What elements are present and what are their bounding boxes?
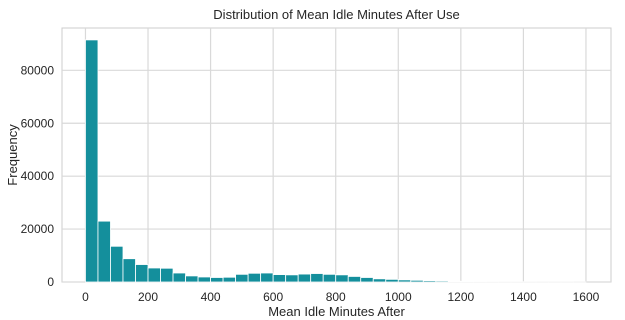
histogram-bar	[135, 264, 149, 283]
histogram-bar	[85, 39, 99, 283]
chart-title: Distribution of Mean Idle Minutes After …	[213, 7, 459, 22]
x-tick-label: 400	[201, 290, 221, 304]
x-tick-label: 1600	[573, 290, 600, 304]
histogram-bar	[247, 272, 262, 283]
x-tick-label: 1400	[510, 290, 537, 304]
histogram-bar	[310, 273, 324, 283]
x-tick-labels: 0 200 400 600 800 1000 1200 1400 1600	[82, 290, 600, 304]
y-tick-label: 20000	[21, 222, 55, 236]
histogram-bar	[347, 276, 362, 283]
histogram-bar	[122, 258, 136, 283]
histogram-bar	[422, 280, 437, 283]
plot-area	[61, 27, 612, 283]
y-axis-label: Frequency	[5, 124, 20, 186]
histogram-bar	[147, 267, 161, 283]
histogram-bar	[222, 276, 237, 283]
histogram-bar	[110, 245, 124, 283]
x-tick-label: 200	[138, 290, 158, 304]
histogram-bar	[272, 274, 287, 283]
histogram-bar	[210, 277, 224, 283]
x-tick-label: 1000	[385, 290, 412, 304]
histogram-bar	[410, 279, 424, 283]
histogram-bar	[260, 272, 274, 283]
histogram-bar	[172, 272, 186, 283]
y-tick-label: 80000	[21, 63, 55, 77]
histogram-bar	[460, 281, 474, 283]
histogram-bar	[447, 280, 462, 283]
histogram-bar	[360, 277, 374, 283]
histogram-bar	[372, 278, 387, 283]
histogram-bar	[197, 276, 211, 283]
x-axis-label: Mean Idle Minutes After	[268, 304, 405, 319]
histogram-bar	[285, 274, 299, 283]
histogram-bar	[322, 273, 337, 283]
histogram-bar	[97, 220, 111, 283]
x-tick-label: 0	[82, 290, 89, 304]
histogram-bar	[385, 278, 399, 283]
x-tick-label: 800	[326, 290, 346, 304]
x-tick-label: 1200	[447, 290, 474, 304]
y-tick-label: 40000	[21, 169, 55, 183]
histogram-bar	[160, 267, 174, 283]
y-tick-labels: 0 20000 40000 60000 80000	[21, 63, 55, 289]
y-tick-label: 0	[47, 275, 54, 289]
histogram-bar	[185, 275, 199, 283]
histogram-bar	[335, 274, 349, 283]
histogram-bar	[397, 279, 412, 283]
histogram-bar	[297, 273, 312, 283]
y-tick-label: 60000	[21, 116, 55, 130]
histogram-bar	[435, 280, 449, 283]
histogram-bar	[235, 273, 249, 283]
bars	[85, 39, 587, 283]
x-tick-label: 600	[263, 290, 283, 304]
